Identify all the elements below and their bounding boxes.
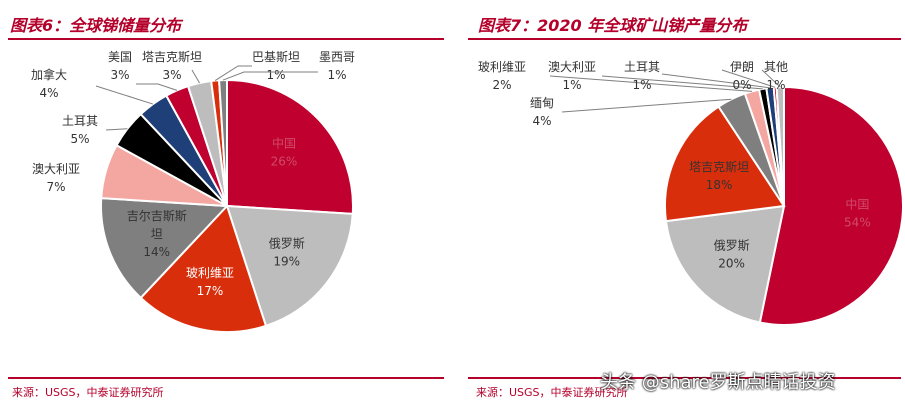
pie-label-俄罗斯: 俄罗斯 20% [714, 238, 750, 270]
leader-line [95, 85, 154, 105]
right-source-note: 来源：USGS，中泰证券研究所 [476, 386, 628, 399]
slice-percent-label: 5% [70, 132, 89, 146]
leader-line [222, 71, 318, 81]
slice-percent-label: 2% [492, 78, 511, 92]
pie-label-墨西哥: 墨西哥 1% [222, 50, 355, 82]
slice-name-label: 加拿大 [31, 67, 67, 82]
slice-percent-label: 4% [532, 114, 551, 128]
pie-slice-俄罗斯 [664, 204, 786, 324]
slice-name-label: 俄罗斯 [269, 236, 305, 250]
slice-percent-label: 1% [766, 78, 785, 92]
pie-slice-吉尔吉斯斯坦 [100, 197, 230, 300]
slice-name-label: 伊朗 [730, 60, 754, 74]
slice-name-label: 中国 [272, 136, 296, 151]
slice-percent-label: 17% [197, 284, 224, 298]
left-source-rule [8, 377, 444, 379]
leader-line [105, 128, 128, 131]
pie-label-伊朗: 伊朗 0% [721, 60, 776, 92]
left-title-rule [8, 38, 444, 40]
slice-percent-label: 1% [562, 78, 581, 92]
slice-percent-label: 1% [327, 68, 346, 82]
pie-label-其他: 其他 1% [761, 60, 788, 92]
right-pie-chart: 中国 54% 俄罗斯 20% 塔吉克斯坦 18% 缅甸 4% 玻利维亚 2% 澳大利亚 1% 土耳其 1%… [478, 60, 904, 326]
right-title-rule [468, 38, 901, 40]
leader-line [761, 69, 781, 88]
pie-label-俄罗斯: 俄罗斯 19% [269, 236, 305, 268]
slice-name-label: 美国 [108, 50, 132, 64]
slice-name-label: 澳大利亚 [548, 60, 596, 74]
left-chart-title: 图表6：全球锑储量分布 [10, 16, 182, 35]
pie-slice-俄罗斯 [225, 204, 354, 328]
slice-name-label: 澳大利亚 [32, 162, 80, 176]
pie-label-澳大利亚: 澳大利亚 7% [32, 162, 80, 194]
pie-slice-玻利维亚 [139, 204, 268, 333]
slice-percent-label: 0% [732, 78, 751, 92]
left-source-note: 来源：USGS，中泰证券研究所 [12, 386, 164, 399]
leader-line [601, 75, 763, 90]
slice-percent-label: 7% [46, 180, 65, 194]
pie-slice-中国 [758, 85, 904, 326]
leader-line [661, 73, 771, 89]
pie-slice-塔吉克斯坦 [664, 105, 786, 223]
pie-label-中国: 中国 26% [271, 136, 298, 169]
right-source-rule [468, 377, 901, 379]
leader-line [214, 65, 252, 81]
leader-line [136, 83, 178, 91]
pie-label-澳大利亚: 澳大利亚 1% [548, 60, 763, 92]
slice-name-label: 塔吉克斯坦 [689, 160, 749, 174]
slice-percent-label: 26% [271, 155, 298, 169]
slice-name-label: 土耳其 [624, 60, 660, 74]
slice-percent-label: 20% [718, 256, 745, 270]
leader-line [191, 69, 200, 84]
slice-name-label: 墨西哥 [319, 50, 355, 64]
pie-label-玻利维亚: 玻利维亚 17% [186, 266, 234, 298]
pie-slice-中国 [226, 78, 354, 215]
slice-name-label: 坦 [151, 227, 163, 241]
left-panel: 图表6：全球锑储量分布 中国 26% 俄罗斯 19% 玻利维亚 17% 吉尔吉斯斯坦 14% 澳… [0, 0, 450, 404]
slice-name-label: 缅甸 [530, 96, 554, 110]
pie-label-土耳其: 土耳其 5% [62, 114, 128, 146]
pie-label-塔吉克斯坦: 塔吉克斯坦 3% [142, 50, 202, 84]
leader-line [549, 75, 752, 92]
pie-label-美国: 美国 3% [108, 50, 178, 91]
slice-name-label: 巴基斯坦 [252, 50, 300, 64]
watermark: 头条 @share罗斯点睛话投资 [600, 372, 836, 393]
slice-percent-label: 1% [266, 68, 285, 82]
slice-name-label: 中国 [845, 197, 869, 212]
leader-line [721, 69, 776, 88]
pie-label-玻利维亚: 玻利维亚 2% [478, 60, 752, 92]
pie-slice-其他 [775, 85, 785, 207]
slice-percent-label: 14% [143, 245, 170, 259]
slice-name-label: 俄罗斯 [714, 238, 750, 252]
slice-name-label: 吉尔吉斯斯 [127, 208, 187, 223]
slice-percent-label: 1% [632, 78, 651, 92]
slice-name-label: 土耳其 [62, 114, 98, 128]
right-chart-title: 图表7：2020 年全球矿山锑产量分布 [478, 16, 748, 35]
leader-line [561, 98, 732, 113]
pie-label-塔吉克斯坦: 塔吉克斯坦 18% [689, 160, 749, 192]
pie-label-加拿大: 加拿大 4% [31, 67, 154, 105]
slice-name-label: 玻利维亚 [478, 60, 526, 74]
slice-name-label: 塔吉克斯坦 [142, 50, 202, 64]
pie-label-土耳其: 土耳其 1% [624, 60, 771, 92]
pie-label-缅甸: 缅甸 4% [530, 96, 732, 128]
slice-percent-label: 3% [162, 68, 181, 82]
pie-label-中国: 中国 54% [844, 197, 871, 230]
slice-percent-label: 54% [844, 216, 871, 230]
slice-name-label: 其他 [764, 60, 788, 74]
slice-percent-label: 18% [706, 178, 733, 192]
right-panel: 图表7：2020 年全球矿山锑产量分布 中国 54% 俄罗斯 20% 塔吉克斯坦 18% 缅… [462, 0, 905, 404]
slice-percent-label: 3% [110, 68, 129, 82]
slice-percent-label: 4% [39, 86, 58, 100]
pie-label-巴基斯坦: 巴基斯坦 1% [214, 50, 300, 82]
slice-percent-label: 19% [273, 254, 300, 268]
slice-name-label: 玻利维亚 [186, 266, 234, 280]
